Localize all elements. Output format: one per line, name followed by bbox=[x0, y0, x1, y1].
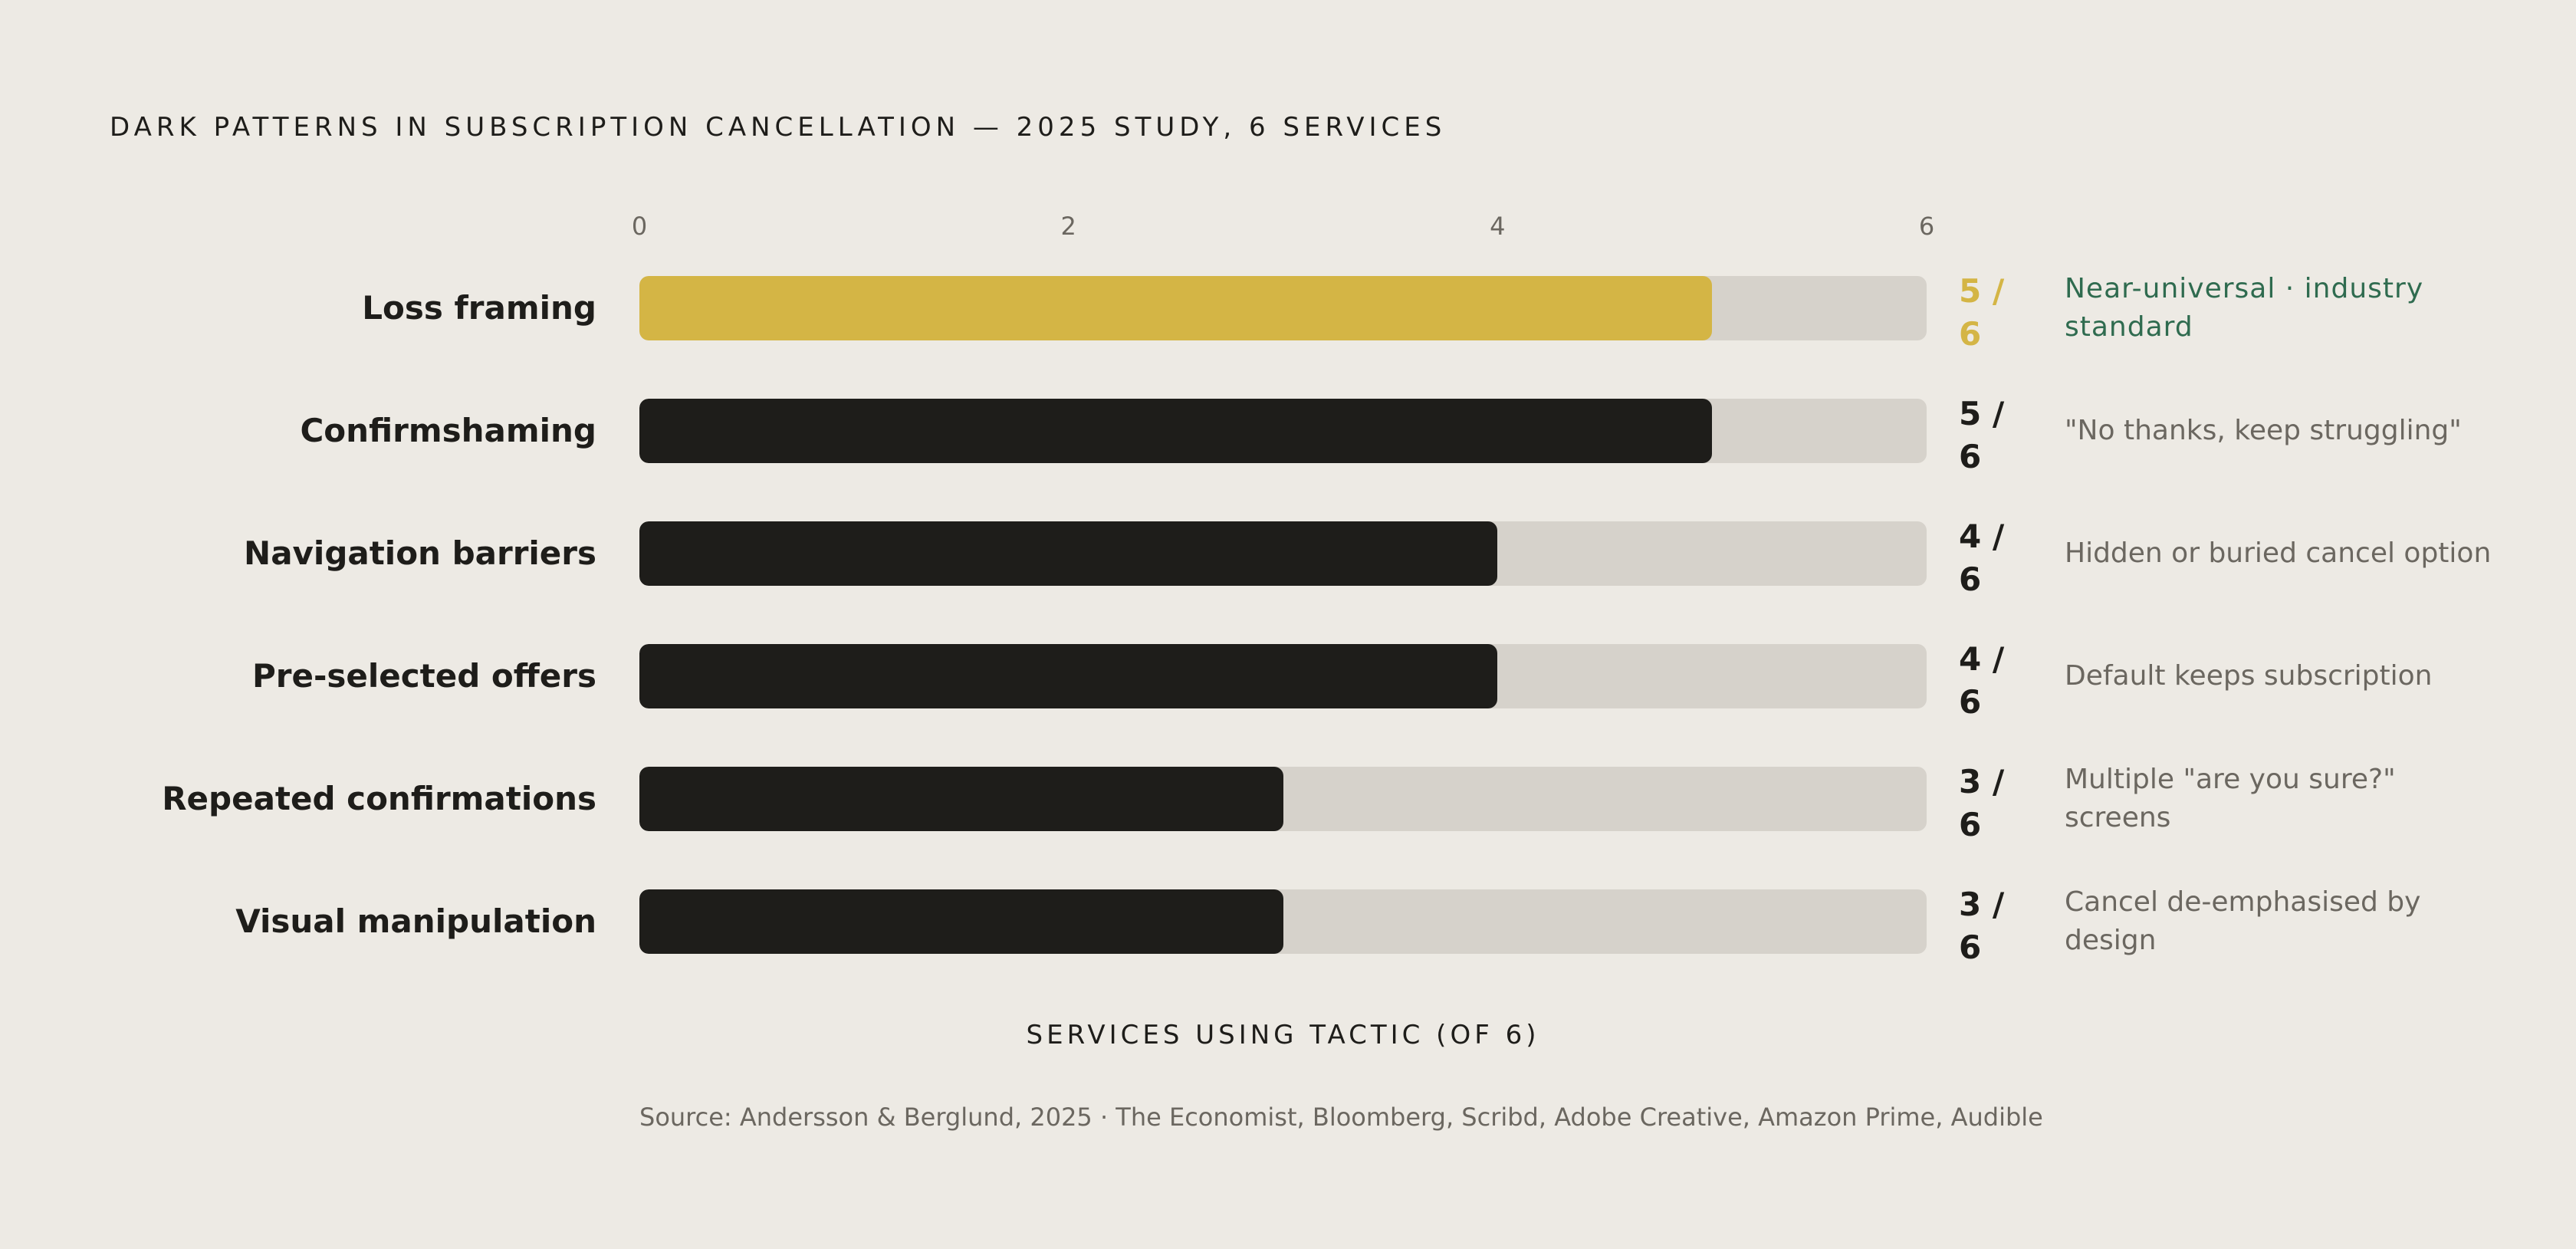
bar-track bbox=[639, 399, 1927, 463]
source-note: Source: Andersson & Berglund, 2025 · The… bbox=[639, 1103, 2043, 1132]
bar-track bbox=[639, 767, 1927, 831]
value-label: 4 / 6 bbox=[1959, 518, 2005, 598]
bar-row: Repeated confirmations 3 / 6 Multiple "are… bbox=[0, 763, 2576, 843]
category-label: Visual manipulation bbox=[235, 902, 596, 940]
x-axis: 0 2 4 6 bbox=[0, 212, 2576, 245]
bar-row: Visual manipulation 3 / 6 Cancel de-emphas… bbox=[0, 886, 2576, 966]
value-label: 3 / 6 bbox=[1959, 886, 2005, 966]
value-label: 4 / 6 bbox=[1959, 640, 2005, 721]
category-label: Pre-selected offers bbox=[252, 657, 596, 695]
x-axis-title: SERVICES USING TACTIC (OF 6) bbox=[1026, 1020, 1540, 1050]
bar bbox=[639, 889, 1283, 954]
bar bbox=[639, 521, 1498, 586]
value-label: 5 / 6 bbox=[1959, 272, 2005, 353]
bar-track bbox=[639, 276, 1927, 340]
bar-row: Pre-selected offers 4 / 6 Default keeps su… bbox=[0, 640, 2576, 721]
category-label: Confirmshaming bbox=[300, 412, 596, 449]
bar-track bbox=[639, 521, 1927, 586]
annotation: Near-universal · industry standard bbox=[2065, 273, 2424, 343]
x-tick-label: 4 bbox=[1490, 212, 1506, 241]
x-tick-label: 0 bbox=[631, 212, 648, 241]
annotation: "No thanks, keep struggling" bbox=[2065, 415, 2462, 446]
chart-title: DARK PATTERNS IN SUBSCRIPTION CANCELLATI… bbox=[110, 112, 1447, 143]
annotation: Multiple "are you sure?" screens bbox=[2065, 764, 2396, 833]
bar bbox=[639, 276, 1713, 340]
category-label: Repeated confirmations bbox=[162, 780, 596, 817]
value-label: 5 / 6 bbox=[1959, 395, 2005, 475]
annotation: Default keeps subscription bbox=[2065, 660, 2433, 692]
category-label: Loss framing bbox=[362, 289, 596, 327]
bar-row: Loss framing 5 / 6 Near-universal · indust… bbox=[0, 272, 2576, 353]
annotation: Cancel de-emphasised by design bbox=[2065, 886, 2421, 956]
category-label: Navigation barriers bbox=[244, 534, 596, 572]
x-tick-label: 2 bbox=[1060, 212, 1076, 241]
bar bbox=[639, 399, 1713, 463]
annotation: Hidden or buried cancel option bbox=[2065, 537, 2492, 569]
bar-row: Navigation barriers 4 / 6 Hidden or buried… bbox=[0, 518, 2576, 598]
bar bbox=[639, 767, 1283, 831]
bar-row: Confirmshaming 5 / 6 "No thanks, keep stru… bbox=[0, 395, 2576, 475]
bar-track bbox=[639, 889, 1927, 954]
bar bbox=[639, 644, 1498, 708]
x-tick-label: 6 bbox=[1918, 212, 1935, 241]
bar-track bbox=[639, 644, 1927, 708]
value-label: 3 / 6 bbox=[1959, 763, 2005, 843]
